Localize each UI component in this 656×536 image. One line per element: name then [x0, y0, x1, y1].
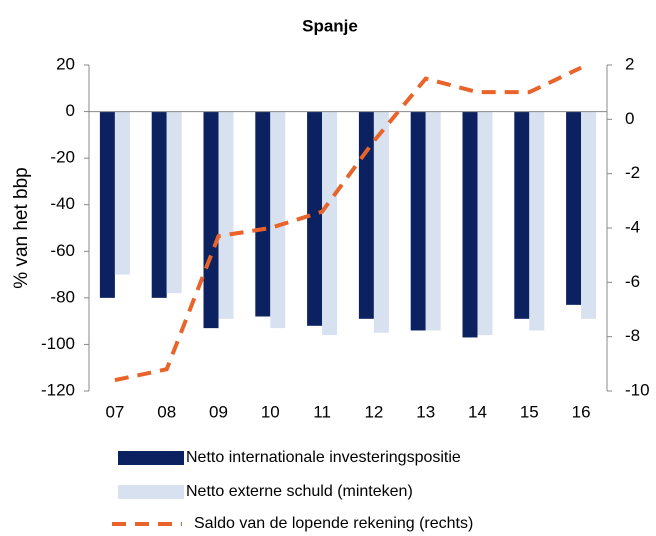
y-tick-label: 0 [66, 101, 75, 120]
x-tick-label: 11 [313, 402, 331, 421]
x-tick-label: 15 [520, 402, 539, 421]
bar [307, 111, 323, 326]
bar [255, 111, 271, 317]
x-tick-label: 12 [364, 402, 383, 421]
x-tick-label: 10 [261, 402, 280, 421]
bar [425, 111, 441, 331]
chart-title: Spanje [302, 16, 358, 35]
y-tick-label: -40 [50, 194, 75, 213]
x-tick-label: 07 [105, 402, 124, 421]
x-tick-label: 16 [572, 402, 591, 421]
y-tick-label: 20 [56, 54, 75, 73]
bar [114, 111, 130, 275]
bar [203, 111, 219, 329]
x-tick-label: 14 [468, 402, 487, 421]
bar [410, 111, 426, 331]
y2-tick-label: -8 [625, 326, 640, 345]
bar [166, 111, 182, 294]
y-tick-label: -80 [50, 287, 75, 306]
y-tick-label: -120 [41, 380, 75, 399]
bar [99, 111, 115, 298]
bar [218, 111, 234, 319]
bar [566, 111, 582, 305]
legend-label: Netto internationale investeringspositie [186, 449, 461, 466]
y2-tick-label: -4 [625, 217, 640, 236]
legend-label: Netto externe schuld (minteken) [186, 483, 413, 500]
x-tick-label: 09 [209, 402, 228, 421]
bar [151, 111, 167, 298]
bar [322, 111, 338, 336]
bar [462, 111, 478, 338]
x-tick-label: 13 [416, 402, 435, 421]
y2-tick-label: -6 [625, 272, 640, 291]
bar [514, 111, 530, 319]
y-axis-label: % van het bbp [11, 167, 32, 288]
legend-swatch [118, 451, 184, 465]
y-tick-label: -20 [50, 148, 75, 167]
bar [270, 111, 286, 329]
y2-tick-label: 2 [625, 54, 634, 73]
y2-tick-label: -10 [625, 380, 650, 399]
bar [529, 111, 545, 331]
y-tick-label: -100 [41, 334, 75, 353]
bar [373, 111, 389, 333]
x-tick-label: 08 [157, 402, 176, 421]
legend-swatch [118, 485, 184, 499]
bar [358, 111, 374, 319]
legend-label: Saldo van de lopende rekening (rechts) [194, 515, 473, 532]
bar [581, 111, 597, 319]
bar [477, 111, 493, 336]
y-tick-label: -60 [50, 241, 75, 260]
y2-tick-label: -2 [625, 163, 640, 182]
y2-tick-label: 0 [625, 109, 634, 128]
line [114, 65, 582, 383]
